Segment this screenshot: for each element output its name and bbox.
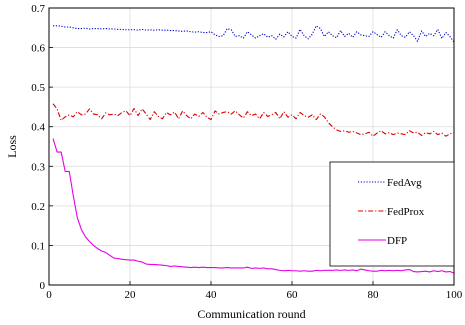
x-tick-label: 60	[287, 289, 299, 301]
plot-frame	[48, 7, 455, 286]
x-tick-label: 80	[368, 289, 380, 301]
y-tick-label: 0.4	[31, 122, 45, 134]
axis-ticks: 0 20 40 60 80 100 0 0.1 0.2 0.3 0.4 0.5 0.6 0.7	[31, 3, 463, 301]
series-line-fedprox	[52, 103, 455, 137]
legend-label-fedprox: FedProx	[387, 206, 425, 218]
y-tick-label: 0	[40, 280, 46, 292]
y-tick-label: 0.2	[31, 201, 45, 213]
x-tick-label: 0	[46, 289, 52, 301]
x-tick-label: 20	[125, 289, 137, 301]
x-axis-label: Communication round	[197, 307, 305, 321]
legend-label-dfp: DFP	[387, 235, 407, 247]
series-lines	[52, 25, 455, 274]
legend-box	[329, 161, 455, 267]
y-tick-label: 0.7	[31, 3, 45, 15]
series-line-dfp	[52, 138, 455, 274]
y-axis-label: Loss	[5, 135, 19, 158]
y-tick-label: 0.5	[31, 82, 45, 94]
y-tick-label: 0.3	[31, 161, 45, 173]
legend: FedAvg FedProx DFP	[329, 161, 455, 267]
series-line-fedavg	[53, 25, 455, 43]
y-tick-label: 0.1	[31, 240, 45, 252]
x-tick-label: 100	[446, 289, 463, 301]
legend-label-fedavg: FedAvg	[387, 177, 422, 189]
y-tick-label: 0.6	[31, 43, 45, 55]
x-tick-label: 40	[206, 289, 218, 301]
